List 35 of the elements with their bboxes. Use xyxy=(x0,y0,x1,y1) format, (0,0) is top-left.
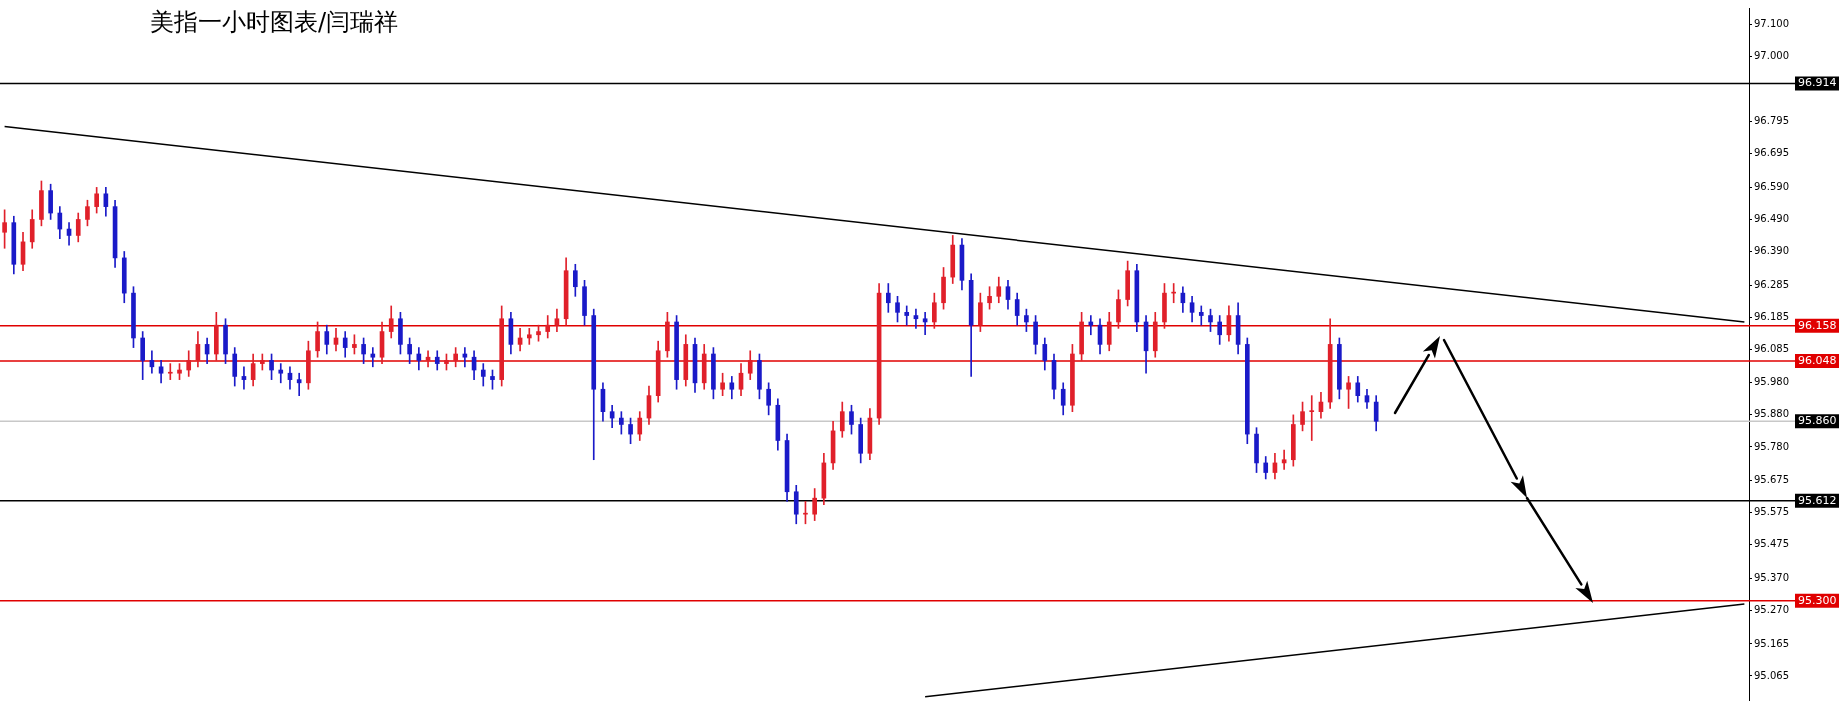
y-tick-label: 97.100 xyxy=(1754,17,1789,29)
ref-line-label: 96.158 xyxy=(1798,318,1837,332)
y-tick-label: 96.285 xyxy=(1754,278,1789,290)
ref-line-label: 95.860 xyxy=(1798,414,1837,428)
y-tick-label: 95.475 xyxy=(1754,538,1789,550)
y-tick-label: 95.165 xyxy=(1754,637,1789,649)
y-tick-label: 95.980 xyxy=(1754,376,1789,388)
y-tick-label: 97.000 xyxy=(1754,49,1789,61)
y-tick-label: 96.590 xyxy=(1754,181,1789,192)
y-tick-label: 96.185 xyxy=(1754,310,1789,322)
candlestick xyxy=(1309,395,1315,441)
candlestick xyxy=(278,363,284,384)
y-tick-label: 95.880 xyxy=(1754,408,1789,420)
y-tick-label: 95.780 xyxy=(1754,440,1789,452)
ref-line-label: 95.300 xyxy=(1798,593,1837,607)
y-tick-label: 95.370 xyxy=(1754,571,1789,583)
ref-line-label: 96.914 xyxy=(1798,76,1837,90)
y-tick-label: 96.695 xyxy=(1754,147,1789,159)
y-tick-label: 95.675 xyxy=(1754,474,1789,486)
y-tick-label: 95.575 xyxy=(1754,506,1789,518)
candlestick xyxy=(526,328,532,345)
y-tick-label: 95.065 xyxy=(1754,669,1789,681)
candlestick xyxy=(167,363,173,380)
candlestick xyxy=(904,305,910,326)
y-tick-label: 96.390 xyxy=(1754,245,1789,257)
candlestick xyxy=(370,347,376,368)
y-tick-label: 96.795 xyxy=(1754,115,1789,127)
candlestick xyxy=(1198,305,1204,326)
candlestick xyxy=(296,372,302,396)
y-tick-label: 95.270 xyxy=(1754,603,1789,615)
chart-title: 美指一小时图表/闫瑞祥 xyxy=(150,8,399,37)
y-tick-label: 96.085 xyxy=(1754,342,1789,354)
ref-line-label: 95.612 xyxy=(1798,493,1837,507)
ref-line-label: 96.048 xyxy=(1798,353,1837,367)
y-tick-label: 96.490 xyxy=(1754,213,1789,225)
